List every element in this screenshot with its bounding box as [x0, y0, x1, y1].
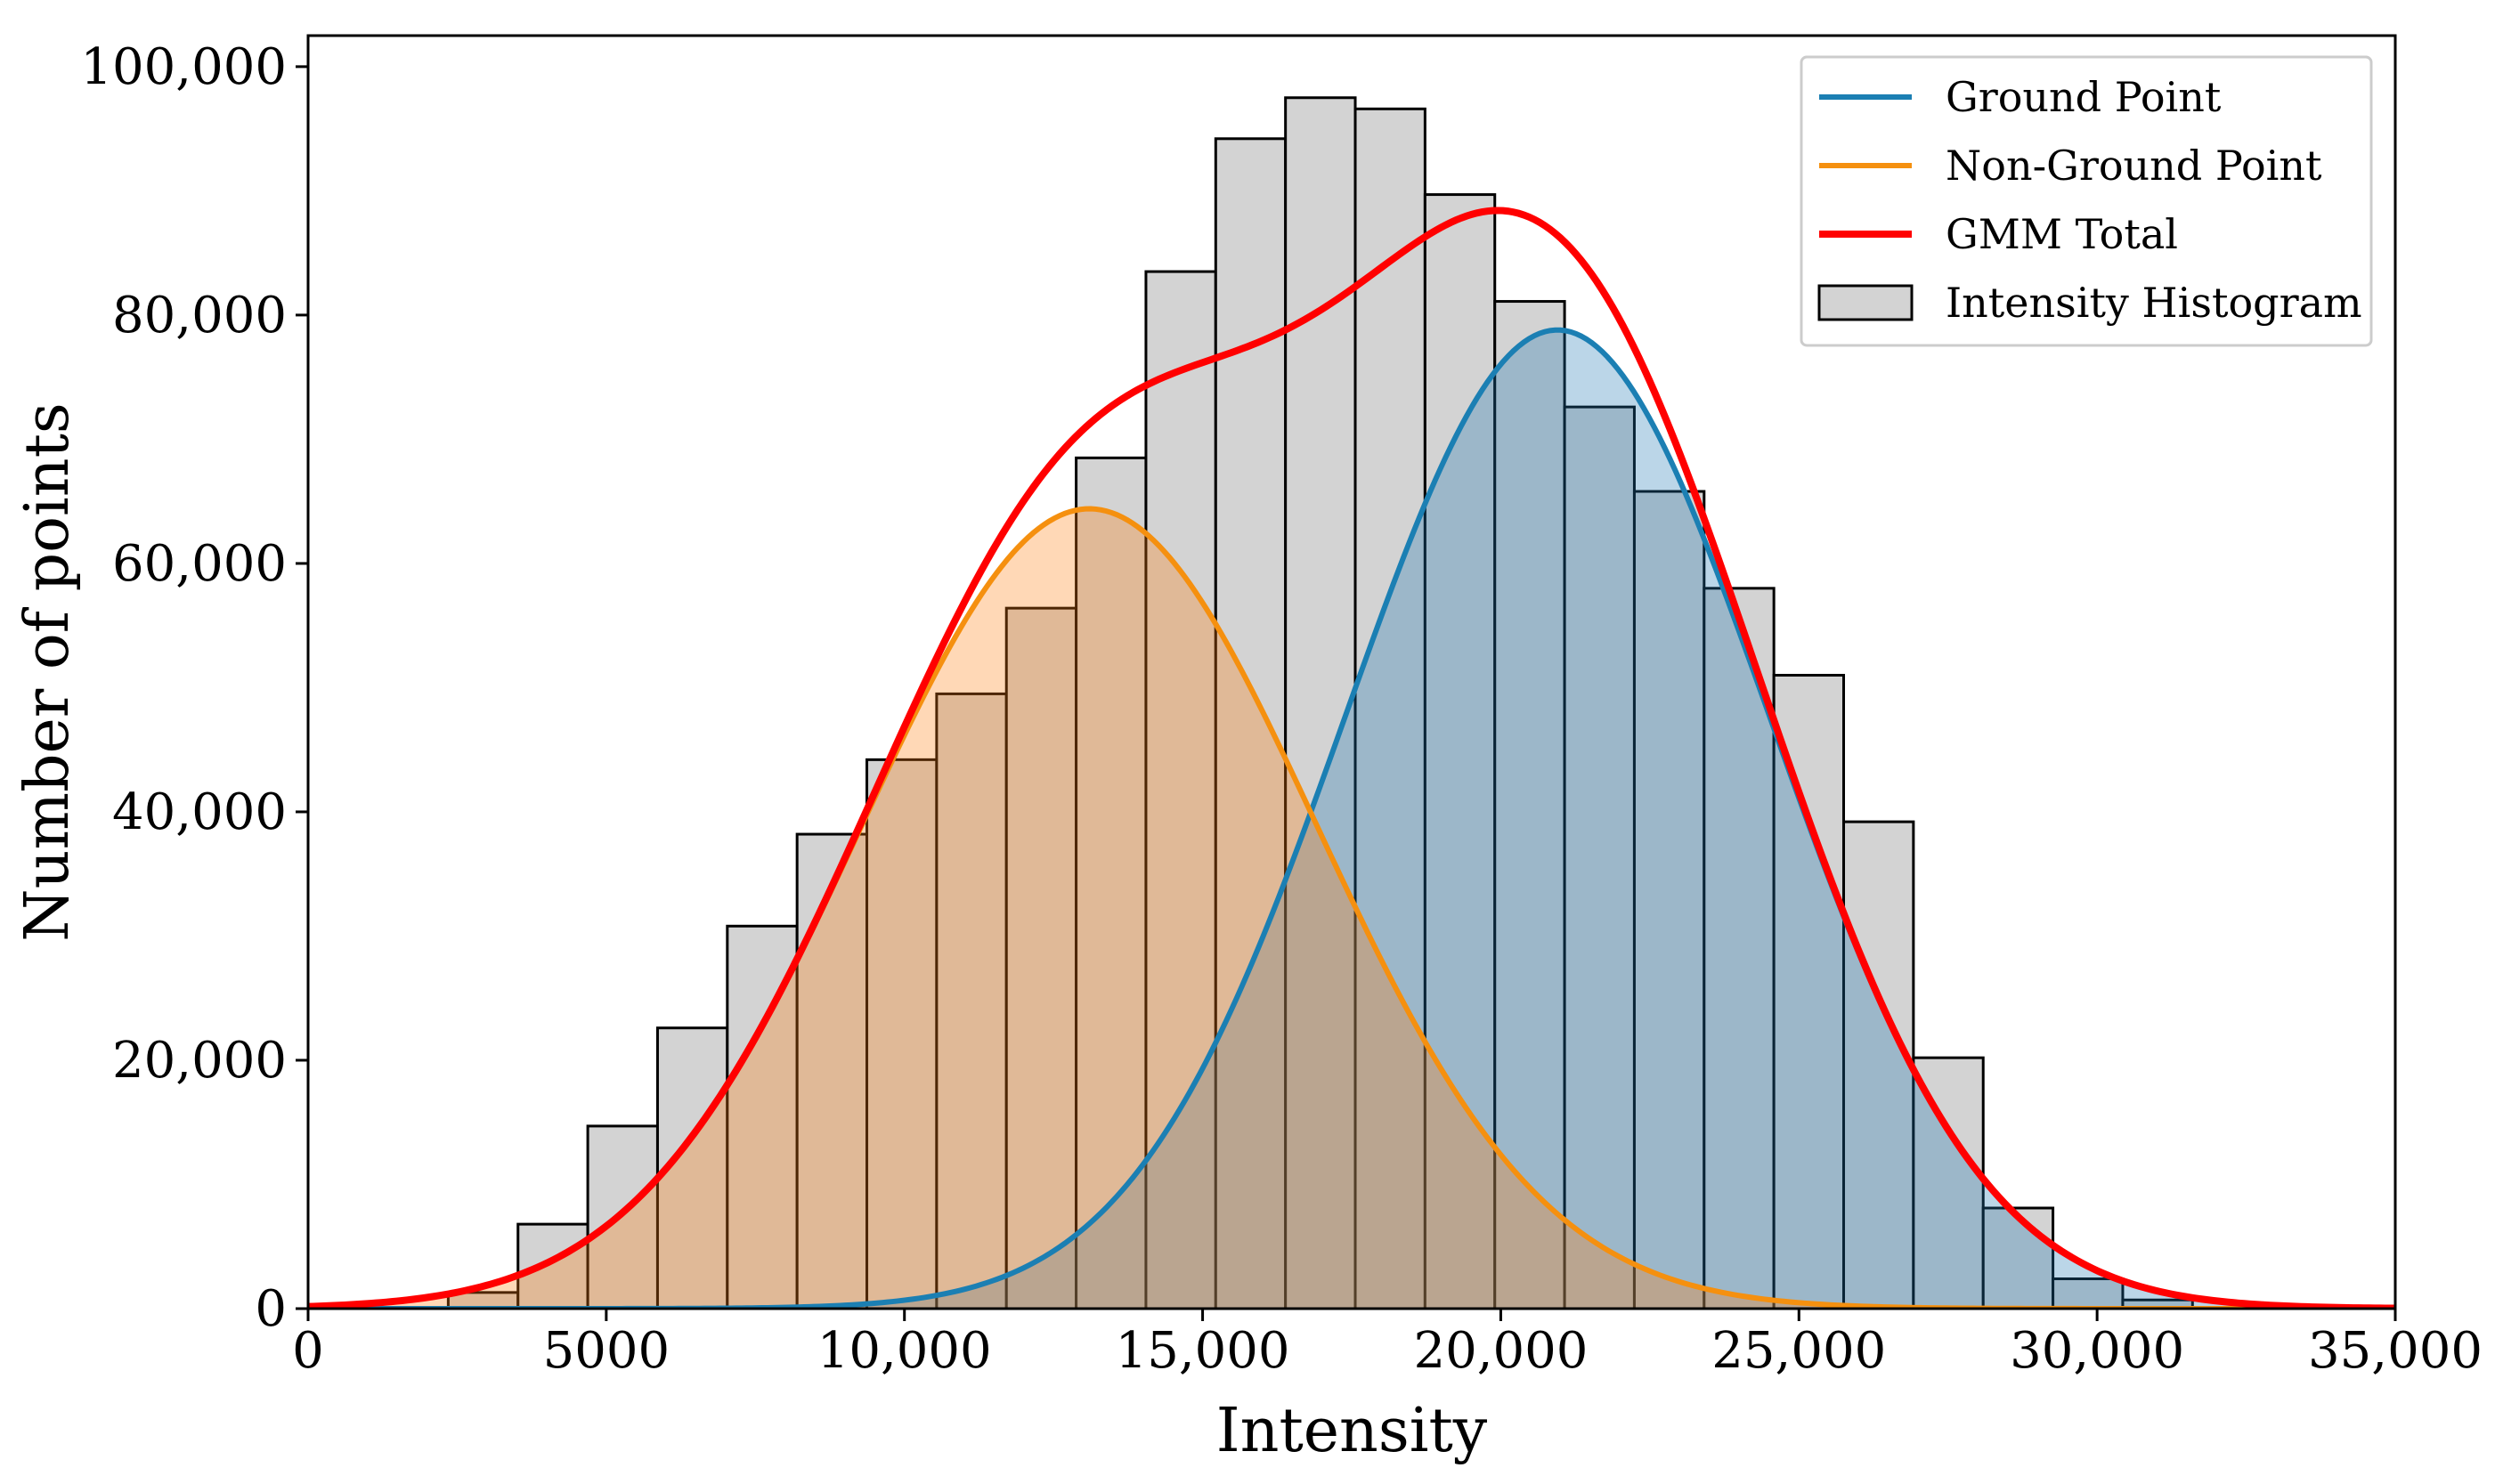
histogram-bar	[866, 758, 939, 1309]
histogram-bar	[586, 1124, 659, 1309]
ground-point-area	[308, 329, 2395, 1309]
y-tick-label: 100,000	[80, 38, 287, 96]
x-tick-label: 30,000	[2010, 1322, 2184, 1380]
legend-item-ground-point: Ground Point	[1819, 73, 2222, 121]
legend: Ground Point Non-Ground Point GMM Total Int…	[1800, 55, 2373, 347]
plot-frame	[306, 34, 2397, 1310]
non-ground-point-area	[308, 508, 2395, 1309]
histogram-bar	[1493, 300, 1566, 1309]
x-tick-label: 0	[292, 1322, 324, 1380]
x-tick-label: 35,000	[2308, 1322, 2483, 1380]
histogram-bar	[2052, 1277, 2125, 1309]
histogram-bar	[1284, 96, 1357, 1309]
histogram-bar	[516, 1222, 589, 1309]
histogram-bar	[1144, 270, 1217, 1309]
legend-label: GMM Total	[1946, 210, 2178, 258]
x-tick-label: 15,000	[1116, 1322, 1290, 1380]
legend-label: Intensity Histogram	[1946, 279, 2362, 327]
legend-item-gmm-total: GMM Total	[1819, 210, 2178, 258]
histogram-bar	[726, 924, 799, 1309]
plot-area	[308, 96, 2395, 1309]
x-tick-label: 25,000	[1711, 1322, 1886, 1380]
legend-swatch	[1817, 284, 1914, 321]
x-tick-label: 10,000	[817, 1322, 992, 1380]
legend-label: Ground Point	[1946, 73, 2222, 121]
histogram-bars	[446, 96, 2194, 1309]
axes: 0 5000 10,000 15,000 20,000 25,000 30,000 35,00…	[12, 34, 2483, 1466]
x-tick-label: 20,000	[1413, 1322, 1588, 1380]
x-axis-title: Intensity	[1216, 1396, 1488, 1466]
histogram-bar	[1912, 1056, 1985, 1309]
histogram-bar	[1423, 193, 1497, 1309]
y-tick-label: 0	[255, 1280, 287, 1338]
gmm-total-line	[308, 207, 2395, 1309]
histogram-bar	[1772, 673, 1846, 1309]
y-tick-label: 40,000	[112, 783, 287, 841]
legend-box	[1800, 55, 2373, 347]
histogram-bar	[1703, 587, 1776, 1309]
y-tick-label: 80,000	[112, 287, 287, 345]
histogram-bar	[935, 692, 1008, 1309]
x-tick-label: 5000	[543, 1322, 670, 1380]
legend-item-intensity-histogram: Intensity Histogram	[1817, 279, 2362, 327]
legend-label: Non-Ground Point	[1946, 142, 2322, 190]
y-axis-title: Number of points	[12, 402, 83, 942]
y-tick-label: 20,000	[112, 1032, 287, 1090]
histogram-bar	[1842, 820, 1915, 1309]
histogram-bar	[1981, 1206, 2055, 1309]
y-tick-label: 60,000	[112, 535, 287, 593]
legend-item-non-ground-point: Non-Ground Point	[1819, 142, 2322, 190]
